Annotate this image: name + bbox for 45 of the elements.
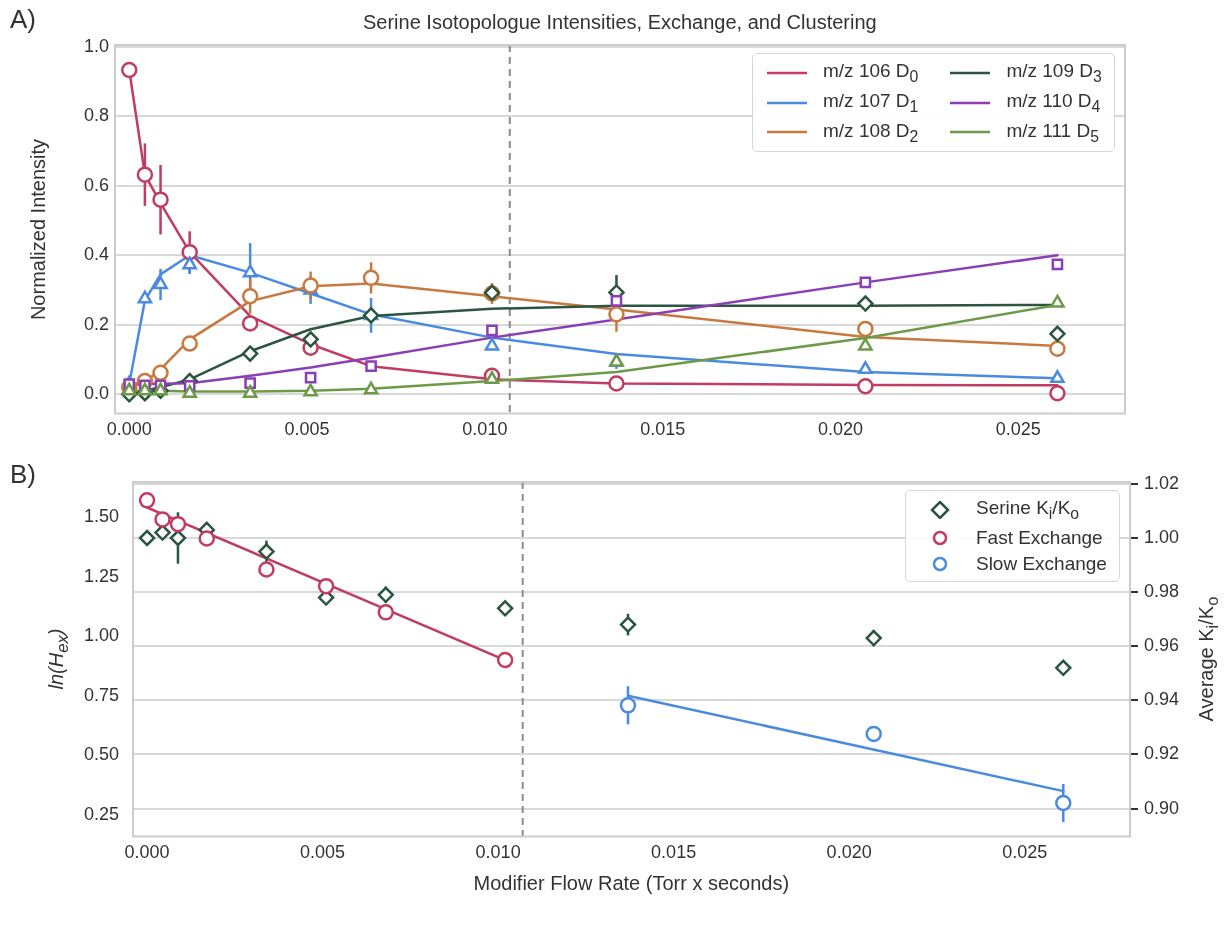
y-tick-label: 1.50 — [83, 506, 120, 526]
x-tick-label: 0.015 — [640, 419, 686, 440]
x-tick-label: 0.025 — [1002, 842, 1048, 863]
y-tick-label: 0.50 — [83, 744, 120, 765]
legend-label: m/z 106 D$_{0}$ — [823, 60, 919, 86]
y-tick-label: 0.6 — [83, 174, 110, 195]
x-tick-label: 0.015 — [651, 842, 697, 863]
x-tick-label: 0.005 — [284, 419, 330, 440]
x-tick-label: 0.025 — [995, 419, 1041, 440]
y2-tick-label: 0.96 — [1143, 635, 1180, 656]
y-axis-title: Normalized Intensity — [27, 138, 51, 320]
y-tick-label: 1.0 — [83, 35, 110, 56]
y-tick-label: 0.2 — [83, 313, 110, 334]
y-tick-label: 0.25 — [83, 803, 120, 824]
legend-label: m/z 110 D$_{4}$ — [1006, 89, 1101, 116]
text: B) — [10, 459, 36, 490]
x-tick-label: 0.010 — [462, 419, 508, 440]
x-axis-title: Modifier Flow Rate (Torr x seconds) — [473, 872, 790, 896]
x-tick-label: 0.010 — [475, 842, 521, 863]
legend-label: m/z 108 D$_{2}$ — [823, 119, 919, 146]
y-tick-label: 0.0 — [83, 383, 110, 404]
y2-tick-label: 0.92 — [1143, 743, 1180, 764]
y-tick-label: 0.8 — [83, 105, 110, 126]
y2-tick-label: 0.94 — [1143, 689, 1180, 710]
x-tick-label: 0.000 — [106, 419, 152, 440]
chart-title: Serine Isotopologue Intensities, Exchange, and Clustering — [363, 11, 877, 34]
y-tick-label: 0.4 — [83, 244, 110, 265]
y-tick-label: 0.75 — [83, 684, 120, 705]
legend-label: m/z 109 D$_{3}$ — [1006, 60, 1102, 86]
y2-tick-label: 0.90 — [1143, 797, 1180, 818]
y-tick-label: 1.00 — [83, 625, 120, 646]
y2-tick-label: 1.02 — [1143, 472, 1180, 493]
x-tick-label: 0.005 — [300, 842, 346, 863]
legend-label: m/z 111 D$_{5}$ — [1006, 119, 1099, 146]
legend-label: m/z 107 D$_{1}$ — [823, 89, 919, 116]
y2-tick-label: 1.00 — [1143, 526, 1180, 547]
y2-tick-label: 0.98 — [1143, 581, 1180, 602]
legend-label: Serine K$_{i}$/K$_{o}$ — [975, 497, 1080, 523]
x-tick-label: 0.020 — [817, 419, 864, 440]
y-tick-label: 1.25 — [83, 565, 120, 586]
legend-label: Slow Exchange — [975, 552, 1107, 575]
x-tick-label: 0.000 — [124, 842, 170, 863]
x-tick-label: 0.020 — [826, 842, 872, 863]
text: A) — [10, 4, 36, 35]
legend-label: Fast Exchange — [975, 526, 1103, 549]
